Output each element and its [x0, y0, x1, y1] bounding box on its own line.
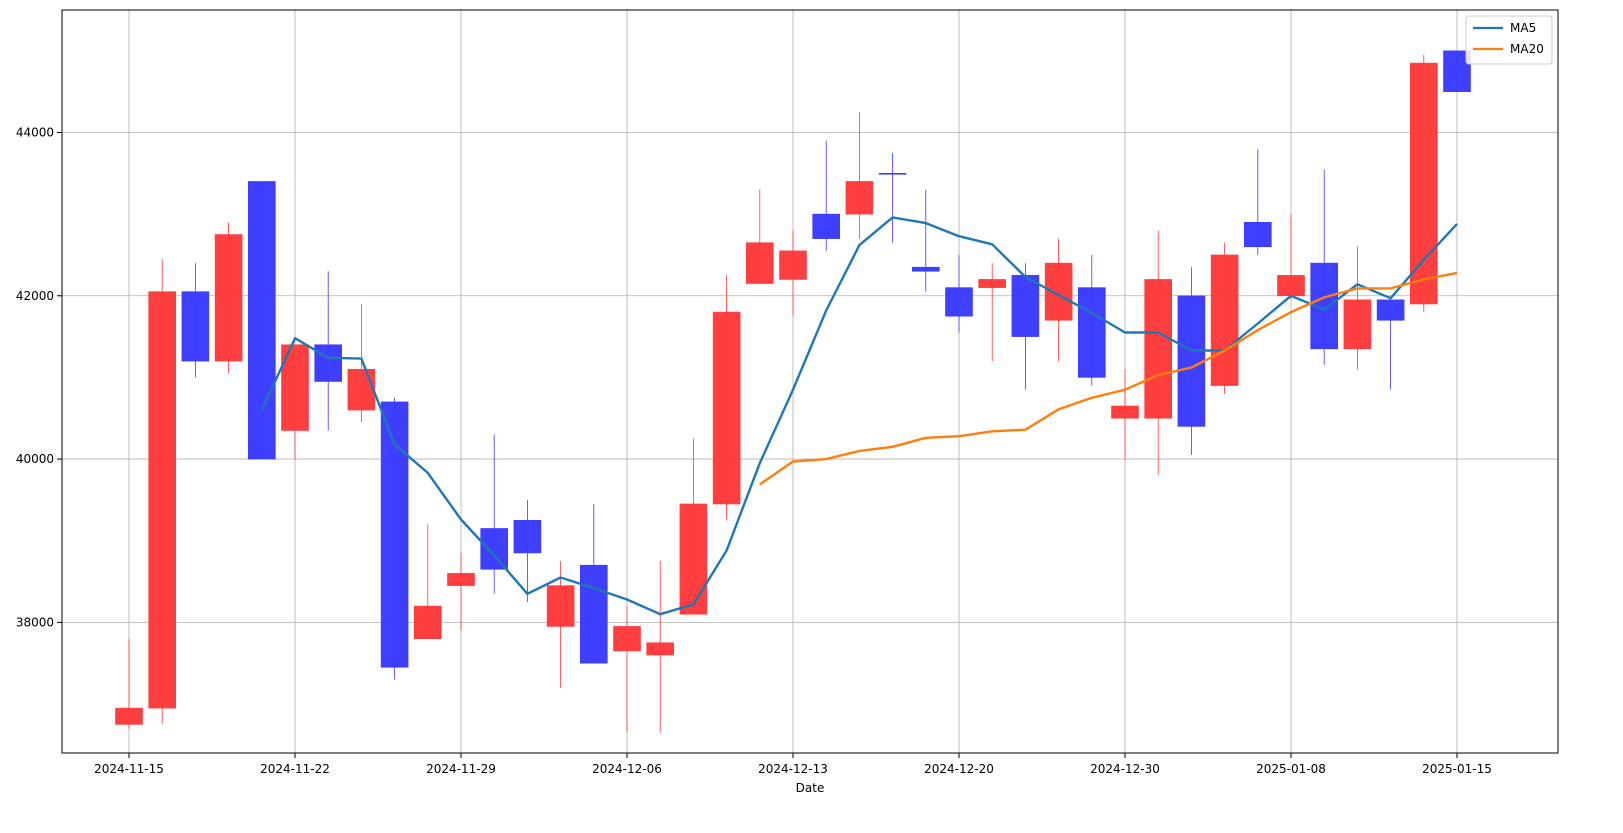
candle-body [1343, 299, 1372, 350]
candle-body [1244, 221, 1272, 248]
x-tick-label: 2024-11-15 [94, 762, 164, 776]
candle-body [1144, 279, 1172, 419]
candle-body [447, 573, 475, 586]
candle-body [945, 287, 973, 317]
legend-ma20-label: MA20 [1510, 42, 1544, 56]
candle-body [513, 520, 542, 554]
legend: MA5 MA20 [1465, 15, 1553, 65]
candle-body [1376, 299, 1405, 321]
candle-body [878, 172, 907, 175]
x-tick-label: 2024-12-30 [1090, 762, 1160, 776]
candle-body [1177, 295, 1206, 427]
candle-body [380, 401, 409, 668]
candle-body [779, 250, 807, 280]
candle-body [314, 344, 343, 382]
x-tick-label: 2025-01-08 [1256, 762, 1326, 776]
x-tick-label: 2024-12-13 [758, 762, 828, 776]
candle-body [413, 605, 442, 639]
x-tick-label: 2025-01-15 [1422, 762, 1492, 776]
candle-body [679, 503, 708, 615]
legend-ma5-label: MA5 [1510, 21, 1536, 35]
candle-body [347, 368, 376, 411]
candle-body [1210, 254, 1239, 386]
x-tick-label: 2024-11-22 [260, 762, 330, 776]
y-tick-label: 44000 [16, 125, 54, 139]
candle-body [745, 242, 774, 284]
x-axis-title: Date [796, 781, 825, 795]
y-axis-ticks: 38000 40000 42000 44000 [16, 125, 62, 629]
candle-body [1011, 275, 1040, 337]
series-line-ma20 [759, 271, 1458, 486]
grid-lines [62, 10, 1558, 753]
candle-body [911, 266, 940, 272]
candle-body [1078, 287, 1106, 378]
candle-body [181, 291, 210, 362]
candle-body [845, 181, 874, 215]
candle-body [1044, 262, 1073, 321]
y-tick-label: 42000 [16, 289, 54, 303]
x-axis-ticks: 2024-11-15 2024-11-22 2024-11-29 2024-12-06… [94, 753, 1492, 776]
candle-body [812, 213, 841, 239]
moving-average-lines [260, 216, 1458, 616]
candle-body [712, 311, 741, 505]
candle-body [646, 642, 675, 656]
candle-body [1277, 275, 1305, 297]
candle-body [115, 707, 143, 725]
legend-box [1465, 15, 1553, 65]
candle-body [1111, 405, 1139, 419]
y-tick-label: 38000 [16, 615, 54, 629]
x-tick-label: 2024-11-29 [426, 762, 496, 776]
x-tick-label: 2024-12-06 [592, 762, 662, 776]
candle-body [1410, 62, 1438, 305]
candle-body [546, 585, 575, 627]
candle-body [480, 528, 509, 570]
candle-body [214, 234, 243, 362]
series-line-ma5 [260, 216, 1458, 616]
candle-body [978, 279, 1007, 288]
plot-frame [61, 9, 1559, 754]
candle-body [148, 291, 176, 709]
candle-body [579, 564, 608, 664]
candle-body [248, 181, 276, 460]
candle-body [613, 626, 641, 652]
y-tick-label: 40000 [16, 452, 54, 466]
x-tick-label: 2024-12-20 [924, 762, 994, 776]
